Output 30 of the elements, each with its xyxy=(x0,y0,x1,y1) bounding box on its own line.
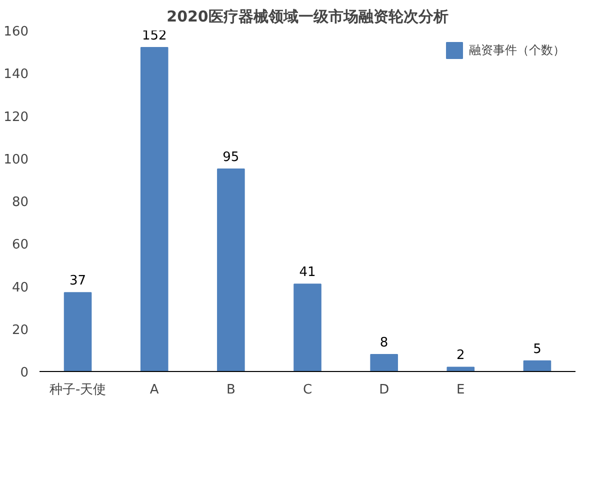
y-tick-label: 100 xyxy=(4,152,29,168)
data-label: 95 xyxy=(222,150,240,166)
y-tick-label: 80 xyxy=(12,195,29,210)
x-tick-label: A xyxy=(150,382,159,398)
data-label: 8 xyxy=(380,335,388,350)
y-tick-label: 160 xyxy=(4,24,29,40)
x-tick-label: B xyxy=(226,382,236,398)
y-tick-label: 40 xyxy=(12,280,29,296)
bar xyxy=(217,168,245,372)
data-label: 41 xyxy=(299,265,316,280)
data-label: 37 xyxy=(70,274,86,289)
y-tick-label: 120 xyxy=(4,110,29,125)
x-tick-label: C xyxy=(302,382,312,398)
x-tick-label: 种子-天使 xyxy=(49,382,106,398)
data-label: 5 xyxy=(533,342,542,357)
chart-title: 2020医疗器械领域一级市场融资轮次分析 xyxy=(166,8,448,26)
y-tick-label: 0 xyxy=(20,366,29,380)
x-tick-label: D xyxy=(379,382,390,398)
bar xyxy=(370,354,398,372)
y-tick-label: 140 xyxy=(4,67,29,82)
data-label: 2 xyxy=(456,348,465,364)
bar xyxy=(523,360,552,372)
y-tick-label: 20 xyxy=(12,322,29,338)
x-tick-label: E xyxy=(456,382,465,398)
bar xyxy=(294,284,322,372)
bar xyxy=(140,47,168,372)
bar xyxy=(446,366,475,372)
legend-label: 融资事件（个数） xyxy=(469,42,565,58)
bar xyxy=(64,292,92,372)
y-tick-label: 60 xyxy=(12,238,29,253)
